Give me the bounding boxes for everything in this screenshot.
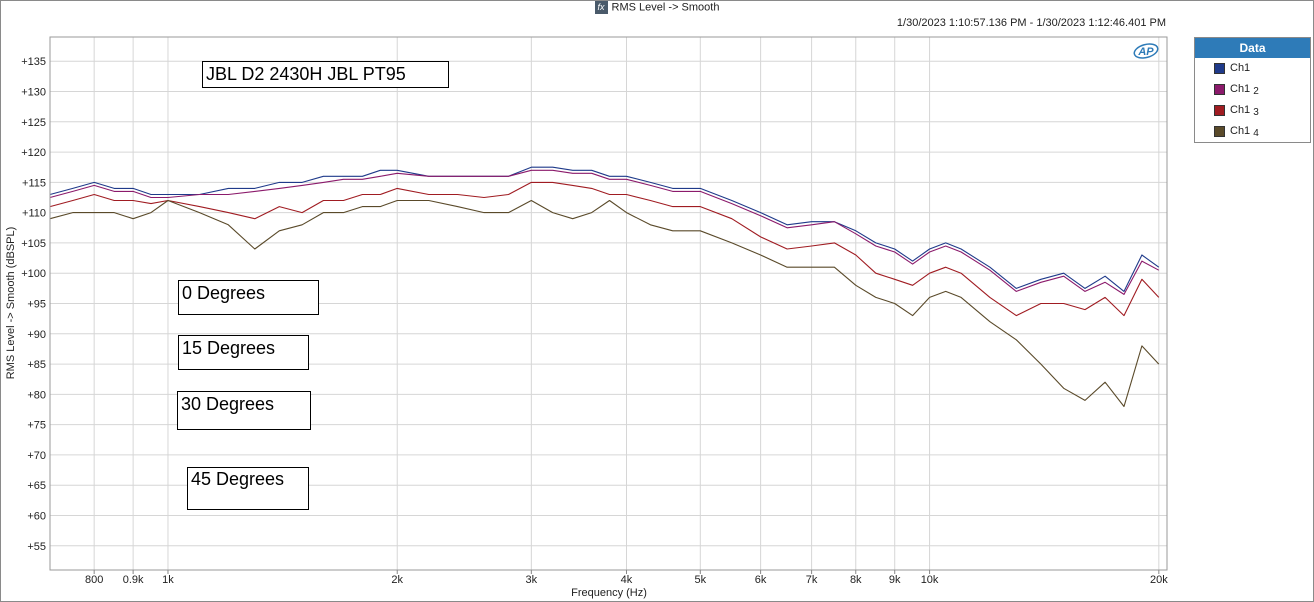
y-tick-label: +110 [22, 208, 46, 220]
ap-logo-icon: AP [1133, 43, 1159, 59]
x-axis-label: Frequency (Hz) [571, 587, 647, 599]
y-tick-label: +105 [21, 238, 46, 250]
x-tick-label: 6k [755, 574, 767, 586]
fx-icon[interactable]: fx [594, 1, 608, 14]
legend-label: Ch1 [1230, 62, 1251, 74]
plot-area-border [49, 36, 1168, 571]
axis-ticks: +55 +60 +65 +70 +75 +80 +85 +90 +95 +100 +105 +110 +… [21, 56, 1168, 586]
series-line-ch1-3 [49, 181, 1160, 317]
series-line-ch1-1 [49, 166, 1160, 292]
y-tick-label: +90 [27, 329, 46, 341]
annotation-0-degrees[interactable]: 0 Degrees [178, 280, 319, 315]
legend-item[interactable]: Ch1 3 [1195, 100, 1310, 121]
y-tick-label: +65 [27, 480, 46, 492]
x-tick-label: 10k [921, 574, 939, 586]
y-tick-label: +95 [27, 299, 46, 311]
y-tick-label: +125 [21, 117, 46, 129]
legend-swatch [1214, 84, 1225, 95]
y-tick-label: +130 [21, 87, 46, 99]
legend-label-suffix: 4 [1253, 128, 1259, 139]
legend-label: Ch1 2 [1230, 83, 1259, 97]
y-tick-label: +80 [27, 389, 46, 401]
legend-label-suffix: 2 [1253, 86, 1259, 97]
legend-label-suffix: 3 [1253, 107, 1259, 118]
legend-item[interactable]: Ch1 2 [1195, 79, 1310, 100]
chart-title-bar: fx RMS Level -> Smooth [0, 1, 1314, 14]
ap-logo-text: AP [1137, 46, 1154, 58]
series-line-ch1-4 [49, 199, 1160, 408]
y-tick-label: +100 [21, 268, 46, 280]
legend-item[interactable]: Ch1 4 [1195, 121, 1310, 142]
x-tick-label: 9k [889, 574, 901, 586]
series-line-ch1-2 [49, 169, 1160, 295]
y-tick-label: +75 [27, 420, 46, 432]
y-tick-label: +115 [22, 177, 46, 189]
y-tick-label: +135 [21, 56, 46, 68]
x-tick-label: 8k [850, 574, 862, 586]
annotation-45-degrees[interactable]: 45 Degrees [187, 467, 309, 510]
legend-swatch [1214, 126, 1225, 137]
y-tick-label: +70 [27, 450, 46, 462]
legend-items: Ch1 Ch1 2 Ch1 3 Ch1 4 [1195, 58, 1310, 142]
legend-swatch [1214, 105, 1225, 116]
legend-item[interactable]: Ch1 [1195, 58, 1310, 79]
x-tick-label: 3k [526, 574, 538, 586]
legend-label: Ch1 3 [1230, 104, 1259, 118]
x-tick-label: 2k [391, 574, 403, 586]
legend-label: Ch1 4 [1230, 125, 1259, 139]
y-tick-label: +120 [21, 147, 46, 159]
x-tick-label: 4k [621, 574, 633, 586]
annotation-15-degrees[interactable]: 15 Degrees [178, 335, 309, 370]
legend-title: Data [1195, 38, 1310, 58]
y-axis-label: RMS Level -> Smooth (dBSPL) [5, 227, 17, 380]
y-tick-label: +60 [27, 510, 46, 522]
x-tick-label: 800 [85, 574, 103, 586]
x-tick-label: 20k [1150, 574, 1168, 586]
x-tick-label: 7k [806, 574, 818, 586]
series-lines [49, 166, 1160, 408]
legend-swatch [1214, 63, 1225, 74]
title-annotation[interactable]: JBL D2 2430H JBL PT95 [202, 61, 449, 88]
y-tick-label: +55 [27, 541, 46, 553]
y-tick-label: +85 [27, 359, 46, 371]
x-tick-label: 1k [162, 574, 174, 586]
timestamp-range: 1/30/2023 1:10:57.136 PM - 1/30/2023 1:1… [896, 17, 1166, 29]
x-tick-label: 5k [694, 574, 706, 586]
annotation-30-degrees[interactable]: 30 Degrees [177, 391, 311, 430]
legend: Data Ch1 Ch1 2 Ch1 3 Ch1 4 [1194, 37, 1311, 143]
chart-title: RMS Level -> Smooth [611, 1, 720, 14]
x-tick-label: 0.9k [123, 574, 144, 586]
